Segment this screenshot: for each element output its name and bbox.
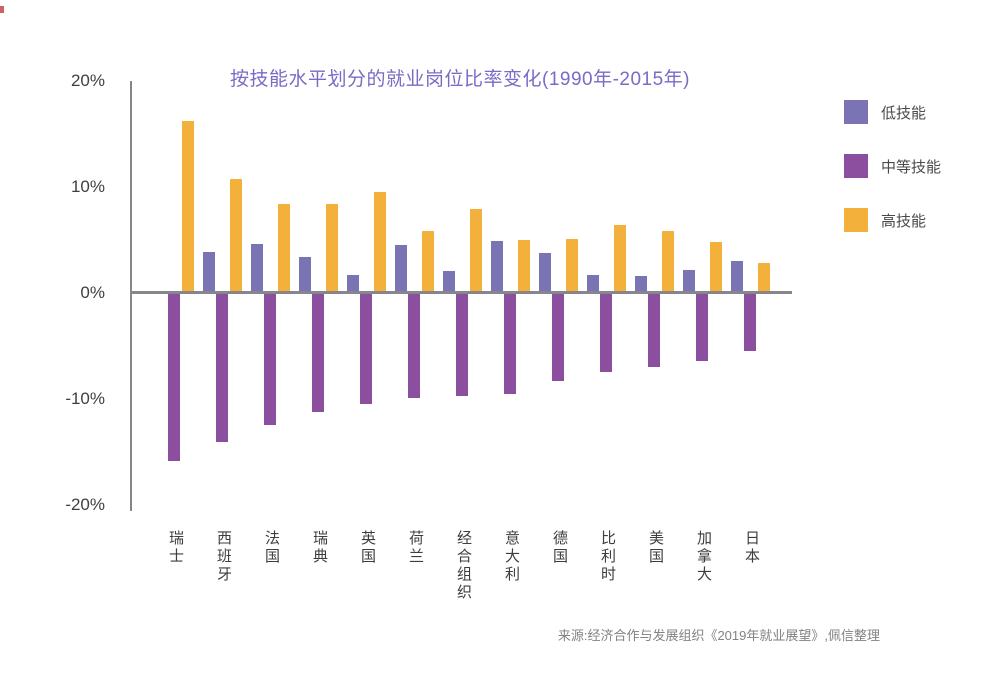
- bar-中等技能-比利时: [600, 294, 612, 373]
- bar-高技能-瑞典: [326, 204, 338, 291]
- screenshot-artifact-mark: [0, 6, 4, 13]
- x-tick-label: 法国: [263, 530, 280, 566]
- bar-中等技能-日本: [744, 294, 756, 352]
- bar-中等技能-瑞士: [168, 294, 180, 462]
- x-tick-label: 经合组织: [455, 530, 472, 602]
- chart-title: 按技能水平划分的就业岗位比率变化(1990年-2015年): [229, 69, 691, 90]
- x-tick-label: 美国: [647, 530, 664, 566]
- bar-中等技能-荷兰: [408, 294, 420, 398]
- x-tick-label: 英国: [359, 530, 376, 566]
- y-tick-label: -10%: [65, 388, 105, 408]
- bar-中等技能-瑞典: [312, 294, 324, 412]
- zero-baseline: [130, 291, 792, 294]
- bar-低技能-瑞典: [299, 257, 311, 291]
- bar-低技能-荷兰: [395, 245, 407, 291]
- bar-高技能-英国: [374, 192, 386, 291]
- legend-swatch: [844, 208, 868, 232]
- x-tick-label: 瑞典: [311, 530, 328, 566]
- y-axis-line: [130, 81, 132, 511]
- bar-高技能-意大利: [518, 240, 530, 291]
- bar-高技能-比利时: [614, 225, 626, 291]
- x-tick-label: 比利时: [599, 530, 616, 584]
- legend-swatch: [844, 154, 868, 178]
- bar-中等技能-英国: [360, 294, 372, 405]
- source-note: 来源:经济合作与发展组织《2019年就业展望》,佩信整理: [557, 628, 880, 643]
- bar-低技能-法国: [251, 244, 263, 291]
- bar-高技能-美国: [662, 230, 674, 291]
- x-tick-label: 西班牙: [215, 530, 232, 584]
- bar-中等技能-经合组织: [456, 294, 468, 396]
- bar-中等技能-意大利: [504, 294, 516, 394]
- bar-中等技能-法国: [264, 294, 276, 426]
- bar-低技能-加拿大: [683, 269, 695, 291]
- legend-label: 高技能: [881, 212, 927, 230]
- bar-高技能-经合组织: [470, 209, 482, 291]
- bar-中等技能-加拿大: [696, 294, 708, 361]
- bar-低技能-西班牙: [203, 251, 215, 291]
- y-tick-label: -20%: [65, 494, 105, 514]
- bar-中等技能-德国: [552, 294, 564, 381]
- y-tick-label: 20%: [70, 70, 105, 90]
- bar-低技能-比利时: [587, 275, 599, 291]
- bar-高技能-加拿大: [710, 242, 722, 291]
- x-tick-label: 瑞士: [167, 530, 184, 566]
- legend-label: 中等技能: [881, 158, 942, 176]
- y-tick-label: 0%: [80, 282, 105, 302]
- bar-低技能-日本: [731, 261, 743, 291]
- bar-低技能-美国: [635, 276, 647, 291]
- legend-label: 低技能: [881, 104, 927, 122]
- bar-高技能-荷兰: [422, 230, 434, 291]
- x-tick-label: 意大利: [503, 530, 520, 584]
- legend-item-低技能: 低技能: [844, 99, 984, 125]
- bar-中等技能-美国: [648, 294, 660, 368]
- bar-高技能-德国: [566, 239, 578, 291]
- bar-高技能-法国: [278, 204, 290, 291]
- legend-swatch: [844, 100, 868, 124]
- bar-低技能-经合组织: [443, 270, 455, 291]
- x-tick-label: 加拿大: [695, 530, 712, 584]
- bar-高技能-日本: [758, 263, 770, 291]
- bar-低技能-英国: [347, 275, 359, 291]
- bar-低技能-意大利: [491, 241, 503, 291]
- bar-高技能-瑞士: [182, 121, 194, 291]
- legend-item-高技能: 高技能: [844, 207, 984, 233]
- x-tick-label: 德国: [551, 530, 568, 566]
- bar-中等技能-西班牙: [216, 294, 228, 443]
- legend-item-中等技能: 中等技能: [844, 153, 984, 179]
- y-tick-label: 10%: [70, 176, 105, 196]
- bar-低技能-德国: [539, 252, 551, 291]
- bar-高技能-西班牙: [230, 178, 242, 291]
- x-tick-label: 荷兰: [407, 530, 424, 566]
- x-tick-label: 日本: [743, 530, 760, 566]
- chart-legend: 低技能中等技能高技能: [844, 99, 984, 261]
